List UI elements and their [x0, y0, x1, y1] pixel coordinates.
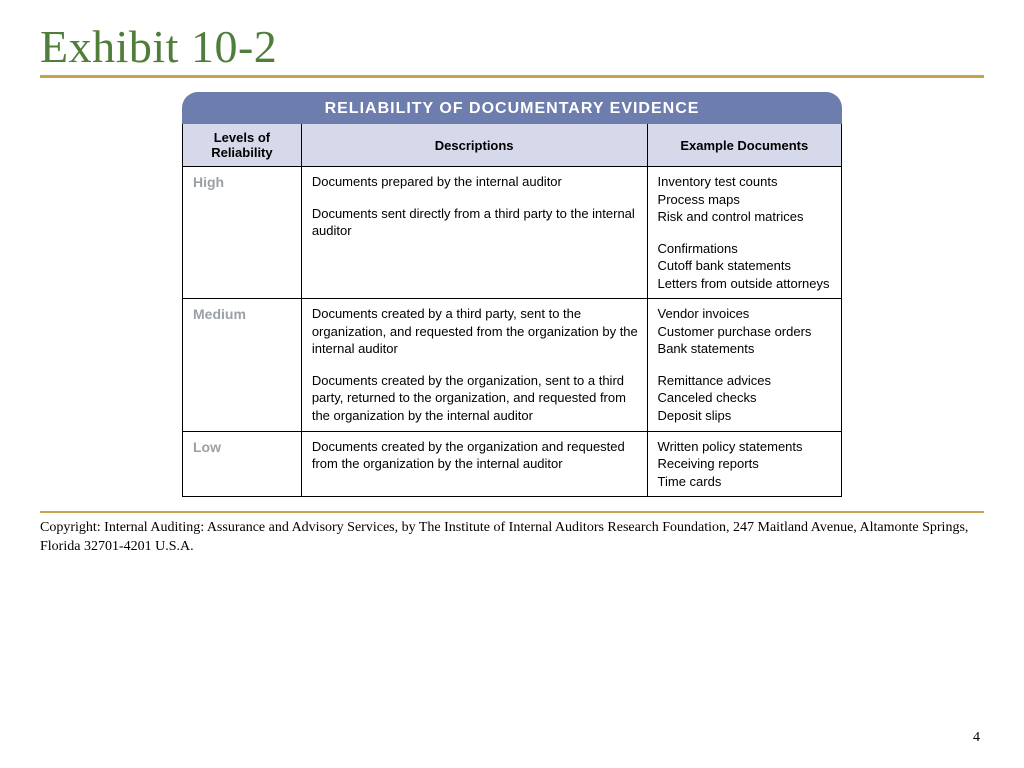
- example-text: Remittance advicesCanceled checksDeposit…: [658, 372, 833, 425]
- description-cell: Documents created by the organization an…: [301, 431, 647, 497]
- col-header-level: Levels of Reliability: [183, 124, 302, 167]
- evidence-table-body: Levels of Reliability Descriptions Examp…: [182, 124, 842, 497]
- col-header-ex: Example Documents: [647, 124, 841, 167]
- example-text: Vendor invoicesCustomer purchase ordersB…: [658, 305, 833, 358]
- title-rule: [40, 75, 984, 78]
- description-text: Documents created by the organization, s…: [312, 372, 639, 425]
- description-text: Documents sent directly from a third par…: [312, 205, 639, 240]
- description-cell: Documents created by a third party, sent…: [301, 299, 647, 431]
- description-text: Documents created by a third party, sent…: [312, 305, 639, 358]
- table-row: Medium Documents created by a third party…: [183, 299, 842, 431]
- description-text: Documents prepared by the internal audit…: [312, 173, 639, 191]
- slide: Exhibit 10-2 RELIABILITY OF DOCUMENTARY …: [0, 0, 1024, 768]
- example-cell: Written policy statementsReceiving repor…: [647, 431, 841, 497]
- level-label: Medium: [193, 305, 293, 324]
- table-title: RELIABILITY OF DOCUMENTARY EVIDENCE: [182, 92, 842, 124]
- example-cell: Vendor invoicesCustomer purchase ordersB…: [647, 299, 841, 431]
- level-cell: High: [183, 167, 302, 299]
- example-text: ConfirmationsCutoff bank statementsLette…: [658, 240, 833, 293]
- evidence-table: RELIABILITY OF DOCUMENTARY EVIDENCE Leve…: [182, 92, 842, 497]
- level-label: Low: [193, 438, 293, 457]
- level-label: High: [193, 173, 293, 192]
- example-text: Written policy statementsReceiving repor…: [658, 438, 833, 491]
- bottom-rule: [40, 511, 984, 513]
- copyright-text: Copyright: Internal Auditing: Assurance …: [40, 519, 984, 557]
- example-cell: Inventory test countsProcess mapsRisk an…: [647, 167, 841, 299]
- level-cell: Medium: [183, 299, 302, 431]
- level-cell: Low: [183, 431, 302, 497]
- description-text: Documents created by the organization an…: [312, 438, 639, 473]
- example-text: Inventory test countsProcess mapsRisk an…: [658, 173, 833, 226]
- table-row: High Documents prepared by the internal a…: [183, 167, 842, 299]
- description-cell: Documents prepared by the internal audit…: [301, 167, 647, 299]
- slide-title: Exhibit 10-2: [40, 20, 984, 73]
- col-header-desc: Descriptions: [301, 124, 647, 167]
- table-header-row: Levels of Reliability Descriptions Examp…: [183, 124, 842, 167]
- page-number: 4: [973, 730, 980, 746]
- table-row: Low Documents created by the organization…: [183, 431, 842, 497]
